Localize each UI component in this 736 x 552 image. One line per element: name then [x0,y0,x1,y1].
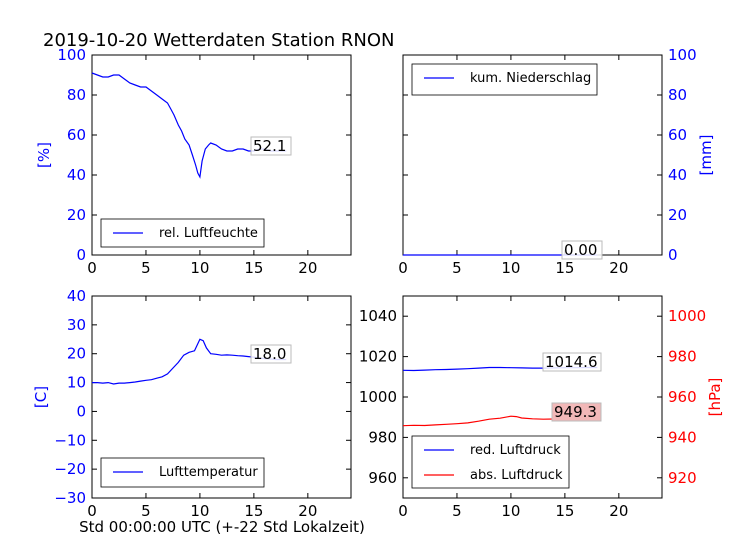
pressure-value-label: 949.3 [554,403,597,421]
humidity-xtick-label: 0 [87,259,97,277]
pressure-ytick-label-right: 920 [668,469,697,487]
precipitation-ytick-label: 20 [668,206,687,224]
temperature-ytick-label: 0 [76,402,86,420]
humidity-ytick-label: 0 [76,246,86,264]
pressure-xtick-label: 10 [501,502,520,520]
temperature-frame [91,295,352,499]
temperature-ytick-label: 20 [67,345,86,363]
precipitation-legend [411,63,598,96]
temperature-xtick-label: 0 [87,502,97,520]
pressure-value-box [542,352,602,372]
pressure-ylabel-right: [hPa] [706,378,724,417]
pressure-value-box [551,402,602,422]
temperature-ytick-label: 40 [67,287,86,305]
humidity-frame [91,54,352,256]
precipitation-ylabel: [mm] [697,135,715,176]
humidity-value-label: 52.1 [253,137,286,155]
temperature-xlabel: Std 00:00:00 UTC (+-22 Std Lokalzeit) [79,518,365,536]
humidity-ytick-label: 40 [67,166,86,184]
humidity-xtick-label: 20 [298,259,317,277]
page-title: 2019-10-20 Wetterdaten Station RNON [43,30,395,51]
pressure-ytick-label-right: 1000 [668,307,706,325]
pressure-xtick-label: 5 [452,502,462,520]
pressure-legend-label: abs. Luftdruck [470,468,563,483]
humidity-ytick-label: 80 [67,86,86,104]
pressure-xtick-label: 15 [555,502,574,520]
temperature-ylabel: [C] [32,386,50,408]
precipitation-xtick-label: 20 [609,259,628,277]
precipitation-xtick-label: 0 [398,259,408,277]
humidity-xtick-label: 10 [190,259,209,277]
temperature-ytick-label: 10 [67,374,86,392]
precipitation-ytick-label: 80 [668,86,687,104]
temperature-legend-label: Lufttemperatur [159,465,258,480]
pressure-ytick-label: 1020 [359,348,397,366]
temperature-xtick-label: 10 [190,502,209,520]
temperature-xtick-label: 15 [244,502,263,520]
pressure-ytick-label-right: 940 [668,428,697,446]
temperature-ytick-label: −10 [54,431,86,449]
pressure-ytick-label-right: 980 [668,348,697,366]
humidity-ytick-label: 60 [67,126,86,144]
humidity-xtick-label: 15 [244,259,263,277]
precipitation-xtick-label: 5 [452,259,462,277]
temperature-value-box [250,344,292,364]
temperature-ytick-label: 30 [67,316,86,334]
precipitation-ytick-label: 100 [668,46,697,64]
pressure-ytick-label: 960 [368,469,397,487]
precipitation-ytick-label: 0 [668,246,678,264]
precipitation-legend-label: kum. Niederschlag [470,71,591,86]
pressure-legend [411,435,570,489]
pressure-xtick-label: 0 [398,502,408,520]
precipitation-xtick-label: 10 [501,259,520,277]
humidity-value-box [250,136,292,156]
pressure-ytick-label: 1000 [359,388,397,406]
temperature-ytick-label: −20 [54,460,86,478]
humidity-legend-label: rel. Luftfeuchte [159,226,258,241]
precipitation-value-box [561,240,603,260]
precipitation-ytick-label: 60 [668,126,687,144]
temperature-xtick-label: 20 [298,502,317,520]
temperature-xtick-label: 5 [141,502,151,520]
humidity-ytick-label: 20 [67,206,86,224]
precipitation-ytick-label: 40 [668,166,687,184]
pressure-xtick-label: 20 [609,502,628,520]
temperature-ytick-label: −30 [54,489,86,507]
humidity-xtick-label: 5 [141,259,151,277]
humidity-ylabel: [%] [35,142,53,168]
pressure-ytick-label-right: 960 [668,388,697,406]
pressure-legend-label: red. Luftdruck [470,443,561,458]
pressure-value-label: 1014.6 [545,353,598,371]
pressure-ytick-label: 980 [368,428,397,446]
temperature-value-label: 18.0 [253,345,286,363]
precipitation-value-label: 0.00 [564,241,597,259]
humidity-series-line [91,72,287,179]
pressure-ytick-label: 1040 [359,307,397,325]
humidity-ytick-label: 100 [57,46,86,64]
precipitation-xtick-label: 15 [555,259,574,277]
